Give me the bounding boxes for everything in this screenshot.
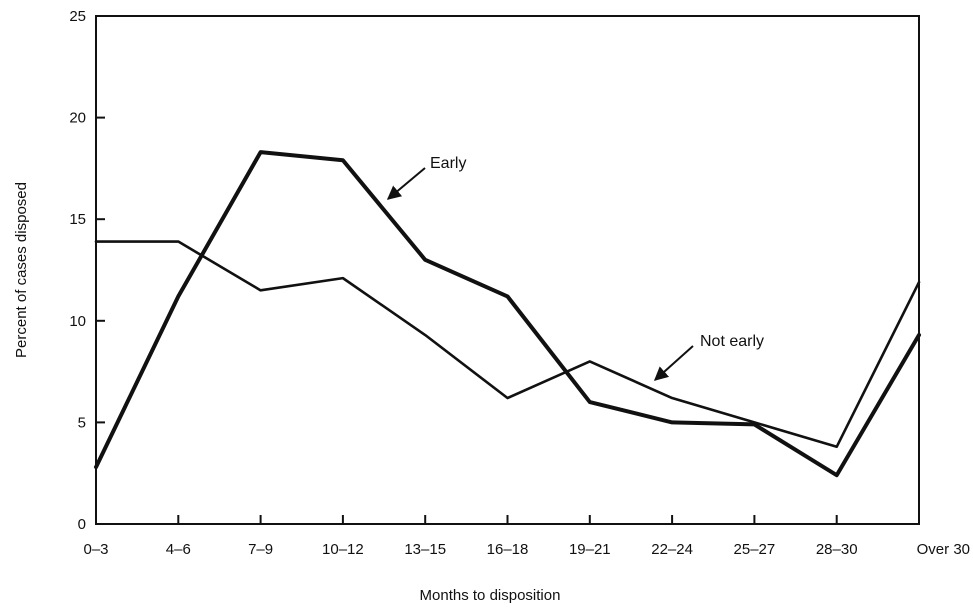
series-line-early: [94, 150, 921, 478]
annotation-arrow: [386, 167, 426, 200]
annotation-arrow: [653, 345, 694, 381]
x-tick-label: 25–27: [734, 541, 776, 558]
x-tick-label: 22–24: [651, 541, 693, 558]
y-axis-title: Percent of cases disposed: [13, 182, 30, 358]
series-layer: [94, 150, 921, 478]
x-tick-label: 0–3: [83, 541, 108, 558]
series-line-not-early: [94, 240, 921, 449]
y-tick-label: 0: [78, 516, 86, 533]
annotation-label: Not early: [700, 333, 764, 350]
y-tick-label: 10: [69, 313, 86, 330]
x-tick-label: 16–18: [487, 541, 529, 558]
y-axis: 0 5 10 15 20 25: [69, 8, 105, 533]
annotation-label: Early: [430, 155, 466, 172]
y-tick-label: 20: [69, 110, 86, 127]
x-tick-label: 28–30: [816, 541, 858, 558]
x-axis: 0–3 4–6 7–9 10–12 13–15 16–18 19–21 22–24 25–27 2…: [83, 515, 970, 558]
x-tick-label: 10–12: [322, 541, 364, 558]
x-tick-label: 4–6: [166, 541, 191, 558]
x-axis-title: Months to disposition: [420, 587, 561, 604]
annotations: Early Not early: [386, 155, 764, 381]
x-tick-label: 13–15: [404, 541, 446, 558]
y-tick-label: 15: [69, 211, 86, 228]
x-tick-label: 19–21: [569, 541, 611, 558]
x-tick-label: Over 30: [917, 541, 970, 558]
x-tick-label: 7–9: [248, 541, 273, 558]
y-tick-label: 5: [78, 414, 86, 431]
y-tick-label: 25: [69, 8, 86, 25]
